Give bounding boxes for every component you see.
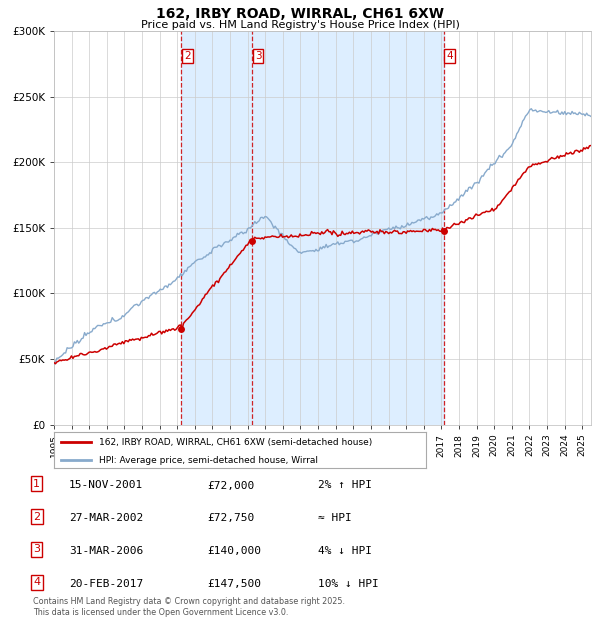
Text: Contains HM Land Registry data © Crown copyright and database right 2025.
This d: Contains HM Land Registry data © Crown c… (33, 598, 345, 617)
Text: 2: 2 (33, 512, 40, 521)
Text: 1: 1 (33, 479, 40, 489)
Text: £147,500: £147,500 (207, 579, 261, 589)
Text: 3: 3 (254, 51, 261, 61)
Text: ≈ HPI: ≈ HPI (318, 513, 352, 523)
Text: HPI: Average price, semi-detached house, Wirral: HPI: Average price, semi-detached house,… (98, 456, 317, 464)
Text: £72,750: £72,750 (207, 513, 254, 523)
Text: 10% ↓ HPI: 10% ↓ HPI (318, 579, 379, 589)
Text: 162, IRBY ROAD, WIRRAL, CH61 6XW: 162, IRBY ROAD, WIRRAL, CH61 6XW (156, 7, 444, 22)
Text: 20-FEB-2017: 20-FEB-2017 (69, 579, 143, 589)
Text: 4% ↓ HPI: 4% ↓ HPI (318, 546, 372, 556)
Text: 2: 2 (184, 51, 191, 61)
Text: 162, IRBY ROAD, WIRRAL, CH61 6XW (semi-detached house): 162, IRBY ROAD, WIRRAL, CH61 6XW (semi-d… (98, 438, 372, 446)
Bar (181, 31, 443, 425)
Text: Price paid vs. HM Land Registry's House Price Index (HPI): Price paid vs. HM Land Registry's House … (140, 20, 460, 30)
Text: 4: 4 (446, 51, 453, 61)
Text: 4: 4 (33, 577, 40, 587)
Text: 27-MAR-2002: 27-MAR-2002 (69, 513, 143, 523)
Text: 3: 3 (33, 544, 40, 554)
Text: £72,000: £72,000 (207, 480, 254, 490)
Text: 2% ↑ HPI: 2% ↑ HPI (318, 480, 372, 490)
Text: 15-NOV-2001: 15-NOV-2001 (69, 480, 143, 490)
Text: £140,000: £140,000 (207, 546, 261, 556)
Text: 31-MAR-2006: 31-MAR-2006 (69, 546, 143, 556)
